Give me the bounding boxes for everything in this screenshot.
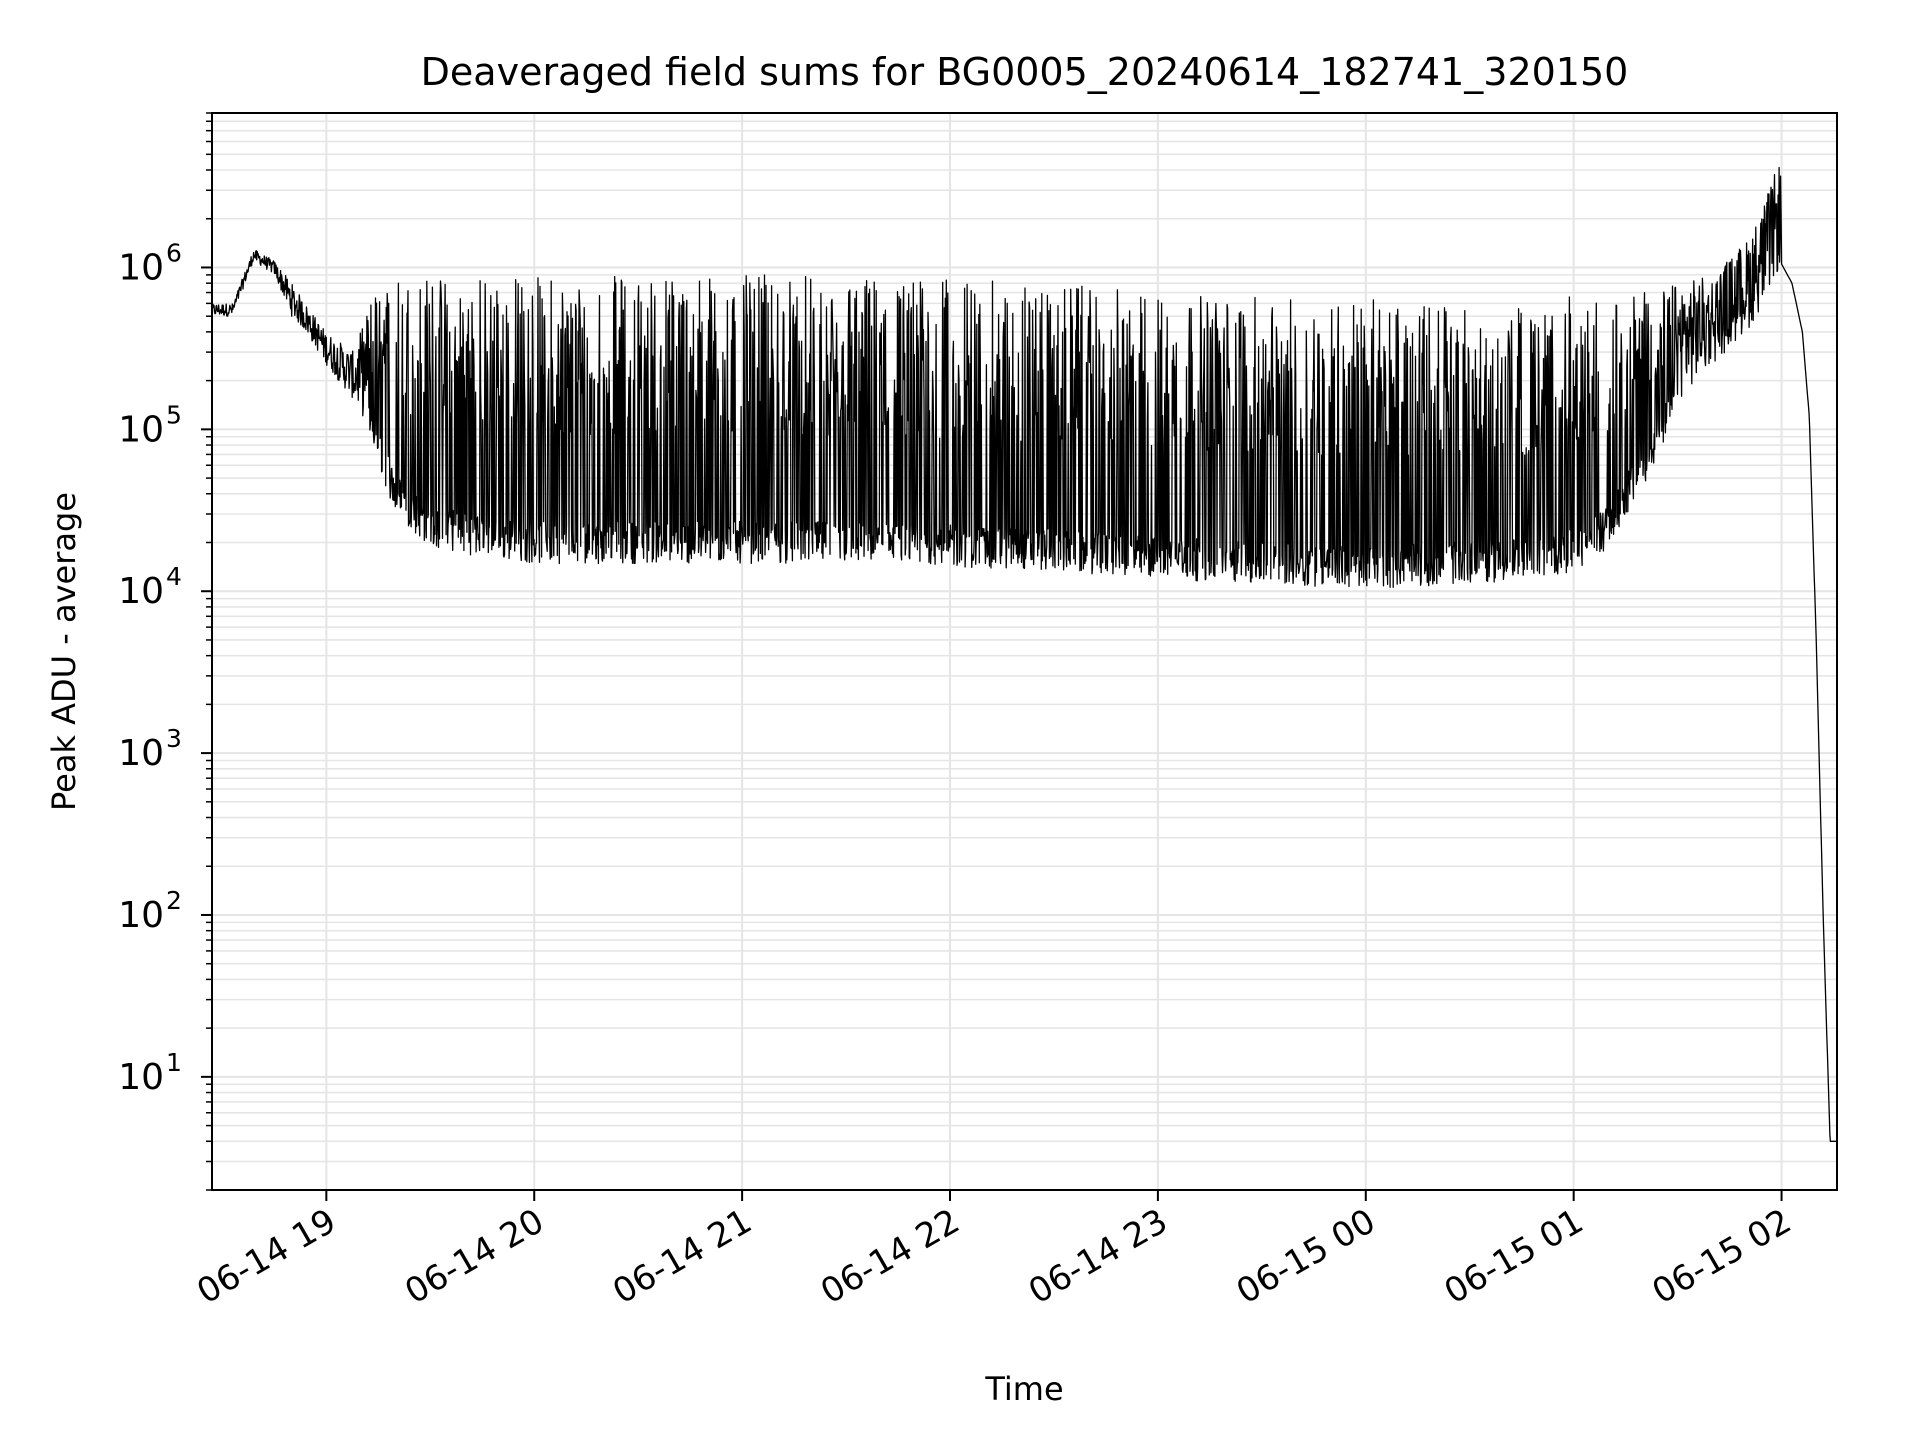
series-layer — [211, 166, 1838, 1142]
y-tick-exponent: 6 — [166, 238, 182, 267]
y-axis-label: Peak ADU - average — [45, 492, 83, 811]
y-tick-exponent: 1 — [166, 1048, 182, 1077]
y-tick-exponent: 5 — [166, 400, 182, 429]
y-tick-label: 10 — [118, 1057, 164, 1098]
y-tick-label: 10 — [118, 733, 164, 774]
x-axis-label: Time — [984, 1370, 1063, 1408]
y-tick-exponent: 3 — [166, 724, 182, 753]
chart-title: Deaveraged field sums for BG0005_2024061… — [421, 50, 1629, 94]
y-tick-label: 10 — [118, 895, 164, 936]
series-line — [211, 166, 1838, 1142]
plot-frame — [211, 112, 1838, 1191]
y-tick-label: 10 — [118, 571, 164, 612]
y-tick-exponent: 4 — [166, 562, 182, 591]
y-tick-label: 10 — [118, 247, 164, 288]
y-tick-label: 10 — [118, 409, 164, 450]
y-tick-exponent: 2 — [166, 886, 182, 915]
